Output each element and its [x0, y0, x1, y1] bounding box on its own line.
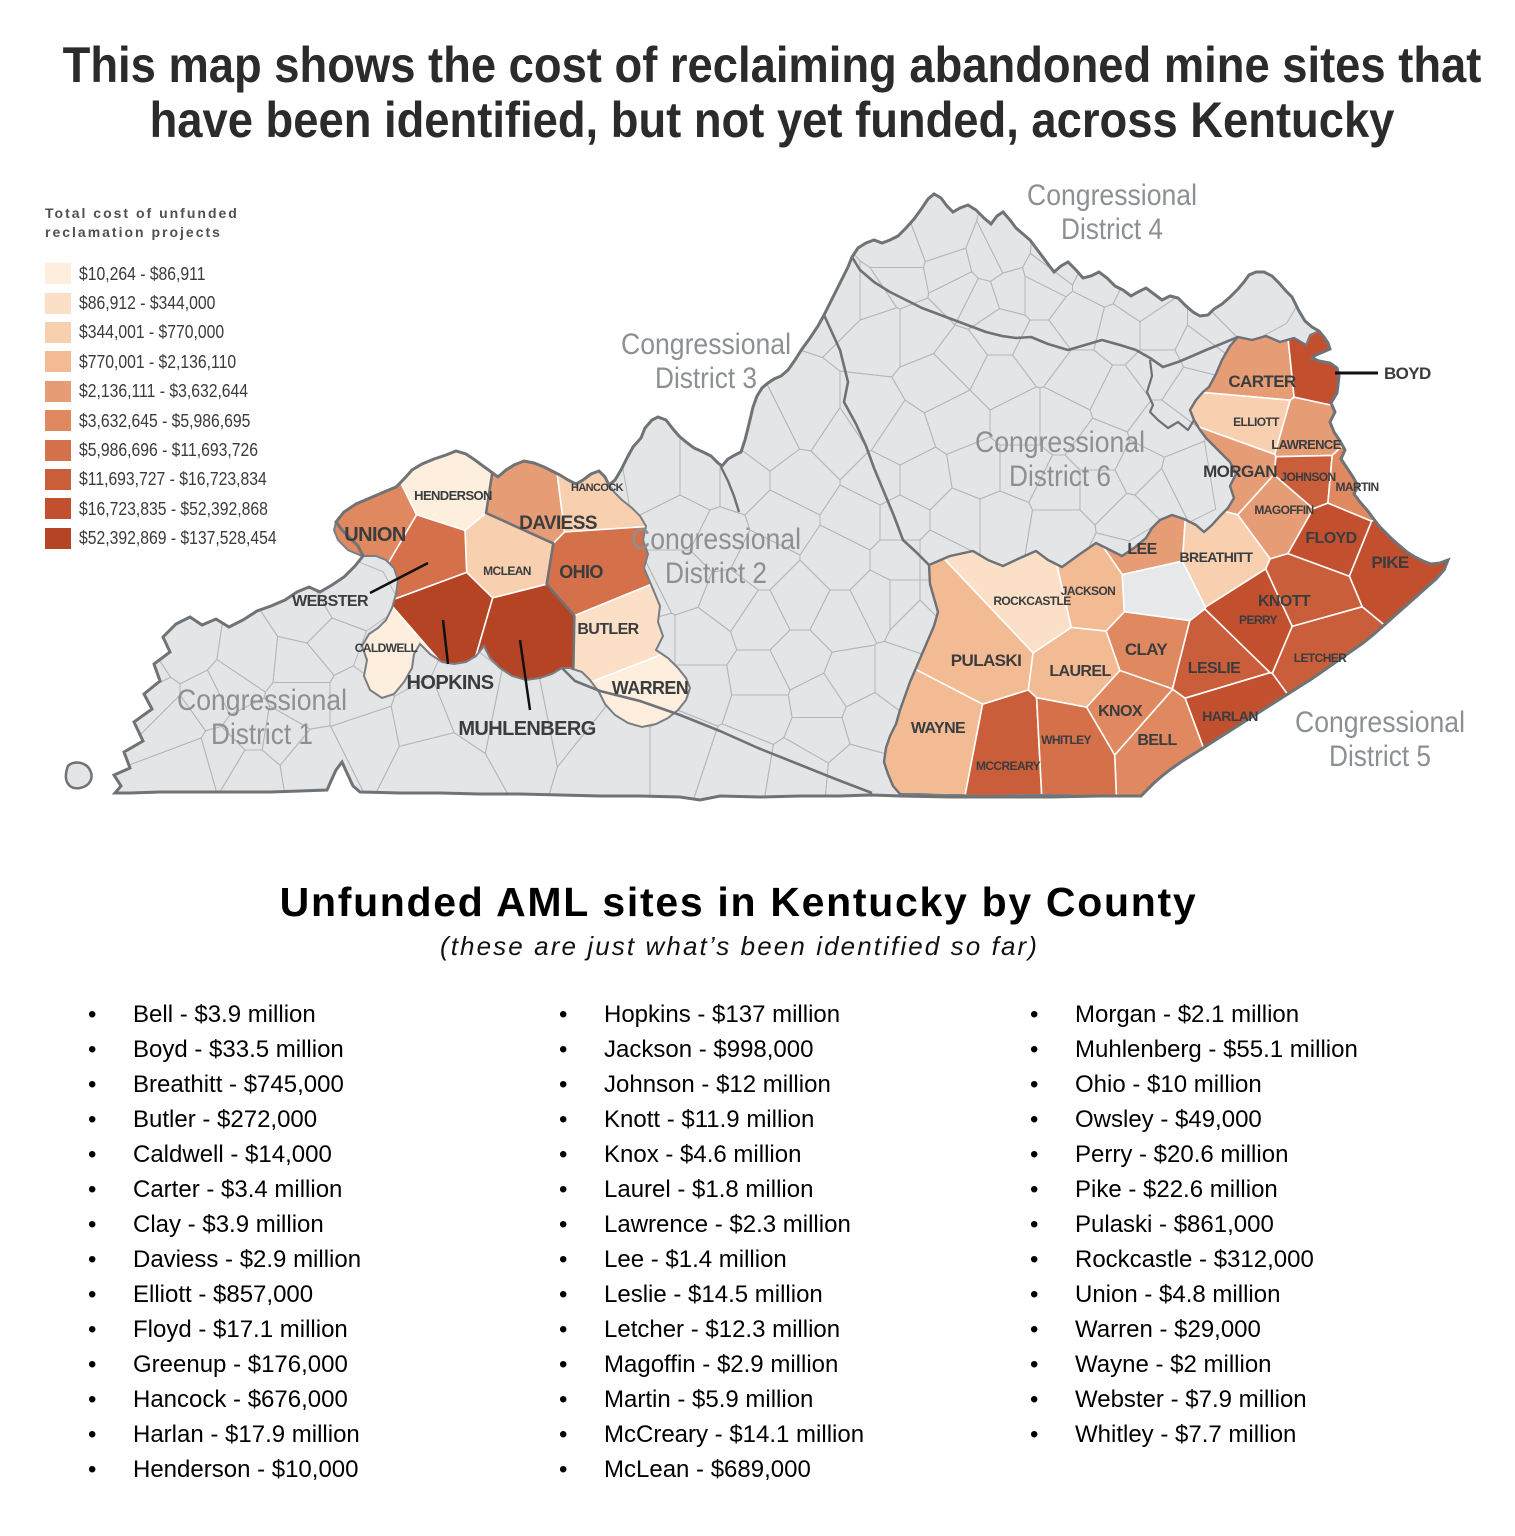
svg-text:WEBSTER: WEBSTER [292, 593, 369, 610]
svg-text:MAGOFFIN: MAGOFFIN [1254, 503, 1313, 517]
svg-text:LESLIE: LESLIE [1188, 660, 1241, 677]
svg-text:MARTIN: MARTIN [1335, 480, 1378, 494]
svg-text:Congressional: Congressional [631, 523, 801, 556]
svg-text:JOHNSON: JOHNSON [1280, 470, 1335, 484]
svg-text:KNOX: KNOX [1098, 703, 1143, 720]
svg-text:HARLAN: HARLAN [1202, 708, 1258, 724]
svg-text:LEE: LEE [1127, 541, 1157, 558]
svg-text:WARREN: WARREN [612, 678, 688, 698]
svg-text:DAVIESS: DAVIESS [519, 513, 597, 534]
svg-text:FLOYD: FLOYD [1305, 530, 1356, 547]
svg-text:CARTER: CARTER [1228, 372, 1296, 391]
svg-text:MCLEAN: MCLEAN [483, 564, 531, 578]
svg-text:HOPKINS: HOPKINS [407, 672, 494, 694]
svg-text:KNOTT: KNOTT [1258, 593, 1311, 610]
svg-text:LETCHER: LETCHER [1294, 651, 1347, 665]
svg-text:Congressional: Congressional [1295, 706, 1465, 739]
svg-text:MORGAN: MORGAN [1203, 462, 1277, 481]
svg-text:Congressional: Congressional [177, 684, 347, 717]
svg-text:PIKE: PIKE [1371, 553, 1409, 572]
svg-text:WHITLEY: WHITLEY [1041, 733, 1091, 747]
svg-text:BREATHITT: BREATHITT [1180, 549, 1254, 565]
svg-text:BELL: BELL [1137, 732, 1177, 749]
svg-text:LAUREL: LAUREL [1049, 663, 1111, 680]
svg-text:Congressional: Congressional [1027, 179, 1197, 212]
svg-text:ROCKCASTLE: ROCKCASTLE [993, 594, 1071, 608]
svg-text:BOYD: BOYD [1384, 364, 1431, 383]
svg-text:CALDWELL: CALDWELL [355, 641, 418, 655]
svg-text:JACKSON: JACKSON [1061, 584, 1115, 598]
svg-text:HENDERSON: HENDERSON [414, 488, 492, 503]
svg-text:CLAY: CLAY [1125, 640, 1169, 659]
svg-text:WAYNE: WAYNE [911, 720, 966, 737]
svg-text:UNION: UNION [344, 524, 406, 546]
svg-text:ELLIOTT: ELLIOTT [1233, 415, 1280, 429]
svg-text:District 1: District 1 [211, 718, 313, 751]
svg-text:OHIO: OHIO [559, 562, 603, 582]
svg-text:Congressional: Congressional [975, 426, 1145, 459]
svg-text:District 5: District 5 [1329, 740, 1431, 773]
svg-text:LAWRENCE: LAWRENCE [1271, 437, 1342, 452]
svg-text:Congressional: Congressional [621, 328, 791, 361]
svg-text:District 2: District 2 [665, 557, 767, 590]
svg-text:District 3: District 3 [655, 362, 757, 395]
svg-text:District 4: District 4 [1061, 213, 1163, 246]
svg-text:District 6: District 6 [1009, 460, 1111, 493]
svg-text:BUTLER: BUTLER [577, 621, 639, 638]
svg-text:MCCREARY: MCCREARY [976, 759, 1041, 773]
svg-text:PERRY: PERRY [1239, 613, 1277, 627]
svg-text:MUHLENBERG: MUHLENBERG [458, 718, 595, 740]
svg-text:PULASKI: PULASKI [951, 651, 1021, 670]
svg-text:HANCOCK: HANCOCK [571, 482, 624, 494]
